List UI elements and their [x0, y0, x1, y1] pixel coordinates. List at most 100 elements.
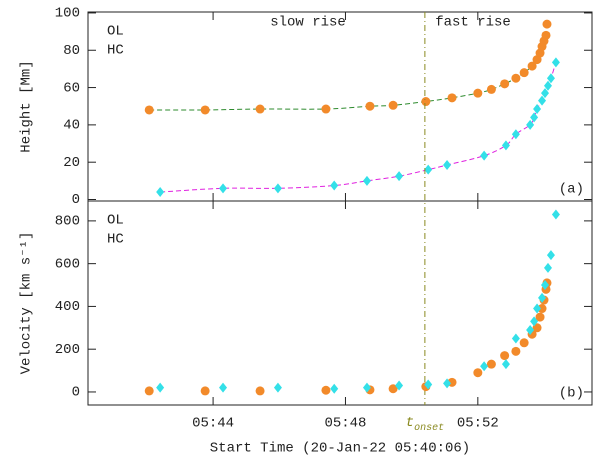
data-point — [533, 104, 542, 115]
data-point — [219, 183, 228, 194]
data-point — [546, 250, 555, 261]
data-point — [395, 380, 404, 391]
data-point — [500, 79, 510, 89]
y-tick-label: 100 — [55, 6, 80, 22]
onset-t: t — [406, 415, 414, 431]
data-point — [473, 88, 483, 98]
data-point — [538, 292, 547, 303]
data-point — [501, 140, 510, 151]
legend-entry: HC — [107, 43, 124, 59]
data-point — [511, 129, 520, 140]
panel-label: (b) — [559, 386, 584, 402]
data-point — [421, 97, 431, 107]
y-tick-label: 0 — [72, 192, 80, 208]
data-point — [321, 104, 331, 114]
data-point — [546, 73, 555, 84]
data-point — [533, 303, 542, 314]
data-point — [473, 368, 483, 378]
data-point — [530, 316, 539, 327]
y-tick-label: 400 — [55, 299, 80, 315]
legend-entry: OL — [107, 24, 124, 40]
data-point — [532, 323, 542, 333]
data-point — [541, 280, 550, 291]
data-point — [541, 30, 551, 40]
onset-sub: onset — [414, 423, 444, 434]
x-tick-label: 05:48 — [324, 416, 366, 432]
panel-label: (a) — [559, 182, 584, 198]
x-axis-label: Start Time (20-Jan-22 05:40:06) — [210, 441, 470, 457]
data-point — [156, 187, 165, 198]
data-point — [519, 68, 529, 78]
x-tick-label: 05:52 — [457, 416, 499, 432]
data-point — [443, 159, 452, 170]
data-point — [551, 57, 560, 68]
data-point — [486, 359, 496, 369]
data-point — [255, 386, 265, 396]
data-point — [330, 180, 339, 191]
data-point — [330, 383, 339, 394]
data-point — [443, 378, 452, 389]
y-tick-label: 200 — [55, 342, 80, 358]
data-point — [535, 312, 545, 322]
data-point — [480, 150, 489, 161]
data-point — [321, 385, 331, 395]
data-point — [527, 61, 537, 71]
data-point — [144, 386, 154, 396]
x-tick-label: 05:44 — [192, 416, 234, 432]
data-point — [424, 164, 433, 175]
data-point — [200, 105, 210, 115]
onset-label: tonset — [406, 415, 444, 434]
data-point — [144, 105, 154, 115]
y-tick-label: 0 — [72, 385, 80, 401]
data-point — [156, 382, 165, 393]
data-point — [447, 93, 457, 103]
data-point — [543, 80, 552, 91]
data-point — [526, 324, 535, 335]
data-point — [219, 382, 228, 393]
y-tick-label: 800 — [55, 214, 80, 230]
data-point — [362, 175, 371, 186]
data-point — [486, 84, 496, 94]
data-point — [480, 361, 489, 372]
legend-entry: OL — [107, 213, 124, 229]
data-point — [500, 351, 510, 361]
data-point — [541, 88, 550, 99]
data-point — [501, 359, 510, 370]
data-point — [365, 101, 375, 111]
data-point — [362, 382, 371, 393]
y-tick-label: 40 — [63, 118, 80, 134]
y-tick-label: 20 — [63, 155, 80, 171]
panel-a-frame — [87, 11, 593, 202]
y-tick-label: 80 — [63, 43, 80, 59]
data-point — [526, 119, 535, 130]
data-point — [543, 262, 552, 273]
data-point — [255, 104, 265, 114]
data-point — [511, 73, 521, 83]
y-tick-label: 60 — [63, 80, 80, 96]
data-point — [530, 112, 539, 123]
data-point — [537, 304, 547, 314]
data-point — [388, 100, 398, 110]
data-point — [519, 338, 529, 348]
data-point — [538, 95, 547, 106]
data-point — [551, 209, 560, 220]
annotation: slow rise — [270, 15, 346, 31]
panel-b-frame — [87, 200, 593, 406]
fit-line — [160, 62, 557, 193]
y-tick-label: 600 — [55, 256, 80, 272]
y-axis-label: Velocity [km s⁻¹] — [19, 232, 35, 375]
data-point — [200, 386, 210, 396]
legend-entry: HC — [107, 232, 124, 248]
data-point — [542, 19, 552, 29]
data-point — [424, 379, 433, 390]
data-point — [511, 346, 521, 356]
data-point — [273, 382, 282, 393]
fit-line — [149, 24, 548, 111]
data-point — [395, 171, 404, 182]
data-point — [511, 333, 520, 344]
data-point — [388, 384, 398, 394]
data-point — [273, 183, 282, 194]
annotation: fast rise — [435, 15, 511, 31]
y-axis-label: Height [Mm] — [19, 60, 35, 152]
